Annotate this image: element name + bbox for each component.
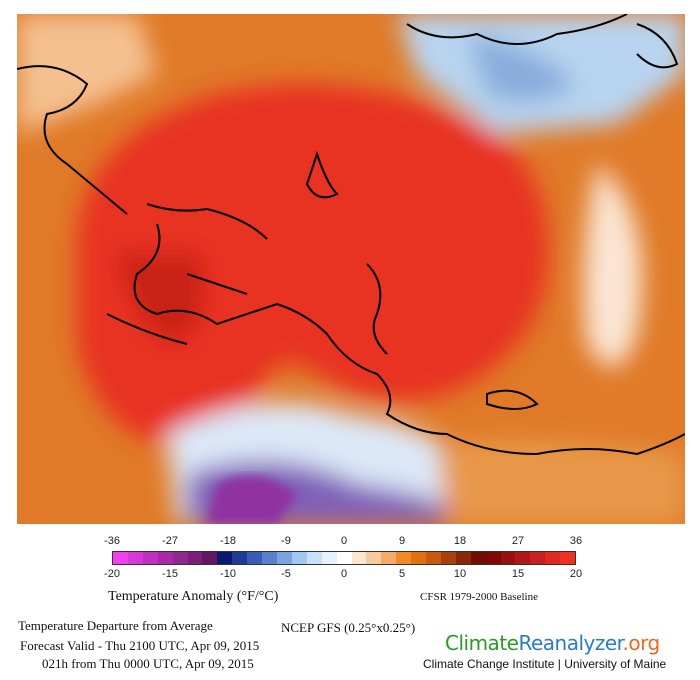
tick-label: -15 [162,568,178,580]
forecast-valid: Forecast Valid - Thu 2100 UTC, Apr 09, 2… [20,638,260,653]
color-swatch [247,552,263,564]
color-swatch [470,552,486,564]
color-swatch [515,552,531,564]
tick-label: -18 [220,535,236,547]
tick-label: 20 [569,568,583,580]
colorbar-title: Temperature Anomaly (°F/°C) [108,589,279,604]
institute-label: Climate Change Institute | University of… [423,657,667,671]
logo-part-reanalyzer: Reanalyzer [518,631,623,655]
tick-label: 15 [511,568,525,580]
tick-label: 10 [453,568,467,580]
color-swatch [306,552,322,564]
color-swatch [187,552,203,564]
tick-label: 27 [511,535,525,547]
tick-label: 0 [340,535,348,547]
tick-label: 36 [569,535,583,547]
color-swatch [232,552,248,564]
color-swatch [426,552,441,564]
color-swatch [172,552,188,564]
tick-label: 0 [340,568,348,580]
color-swatch [485,552,501,564]
tick-label: -36 [104,535,120,547]
tick-label: 5 [398,568,406,580]
logo-part-org: .org [622,631,661,655]
color-swatch [396,552,412,564]
tick-label: -9 [281,535,291,547]
color-swatch [217,552,233,564]
color-swatch [321,552,337,564]
tick-label: -10 [220,568,236,580]
color-swatch [262,552,277,564]
color-swatch [455,552,471,564]
color-swatch [366,552,382,564]
model-label: NCEP GFS (0.25°x0.25°) [281,620,416,635]
tick-label: 18 [453,535,467,547]
map-title: Temperature Departure from Average [18,618,213,633]
color-swatch [545,552,561,564]
baseline-label: CFSR 1979-2000 Baseline [420,591,538,603]
tick-label: -5 [281,568,291,580]
color-swatch [500,552,516,564]
climate-reanalyzer-logo[interactable]: ClimateReanalyzer.org [445,631,660,655]
color-swatch [530,552,546,564]
color-swatch [127,552,143,564]
color-swatch [202,552,218,564]
logo-part-climate: Climate [445,631,519,655]
color-swatch [291,552,307,564]
tick-label: 9 [398,535,406,547]
color-swatch [411,552,427,564]
color-swatch [351,552,367,564]
tick-label: -20 [104,568,120,580]
color-swatch [276,552,292,564]
color-swatch [142,552,158,564]
tick-label: -27 [162,535,178,547]
coastlines [17,14,685,456]
color-swatch [560,552,576,564]
color-swatch [336,552,352,564]
color-swatch [113,552,128,564]
color-swatch [440,552,456,564]
color-swatch [381,552,397,564]
forecast-init: 021h from Thu 0000 UTC, Apr 09, 2015 [42,656,254,671]
color-swatch [157,552,173,564]
temperature-anomaly-map [17,14,685,524]
color-scale-bar [112,551,576,565]
